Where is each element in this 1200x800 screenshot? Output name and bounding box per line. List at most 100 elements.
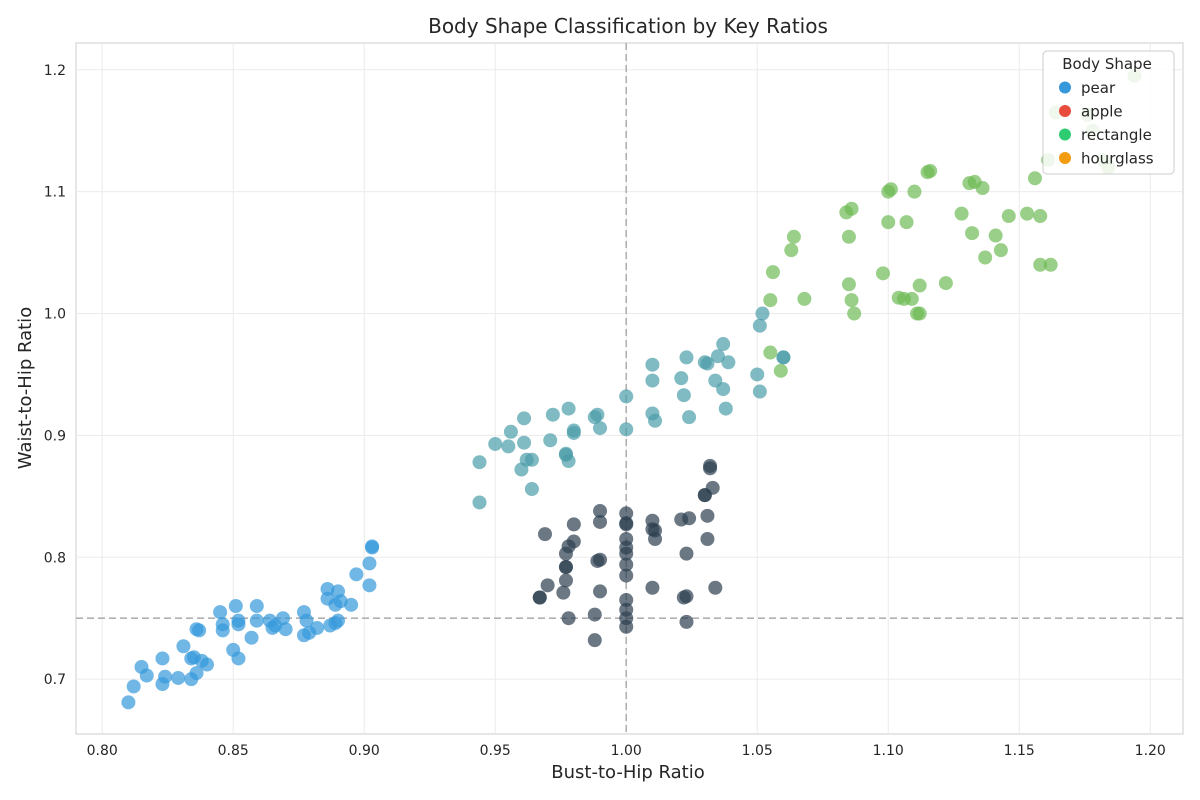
data-point xyxy=(619,422,634,437)
data-point xyxy=(228,599,243,614)
data-point xyxy=(566,423,581,438)
data-point xyxy=(755,306,770,321)
x-tick-label: 1.10 xyxy=(873,743,904,759)
data-point xyxy=(249,599,264,614)
legend-marker xyxy=(1059,128,1071,141)
data-point xyxy=(682,410,697,425)
data-point xyxy=(708,580,723,595)
data-point xyxy=(881,215,896,230)
legend: Body Shape pear apple rectangle hourglass xyxy=(1042,50,1175,175)
data-point xyxy=(899,215,914,230)
data-point xyxy=(700,356,715,371)
y-tick-label: 0.7 xyxy=(44,672,66,688)
data-point xyxy=(716,337,731,352)
data-point xyxy=(231,651,246,666)
data-point xyxy=(503,424,518,439)
x-tick-label: 1.20 xyxy=(1135,743,1166,759)
data-point xyxy=(619,389,634,404)
legend-entries: pear apple rectangle hourglass xyxy=(1059,79,1154,168)
data-point xyxy=(275,611,290,626)
data-point xyxy=(593,421,608,436)
data-point xyxy=(883,182,898,197)
data-points xyxy=(121,68,1142,710)
data-point xyxy=(718,401,733,416)
data-point xyxy=(587,633,602,648)
data-point xyxy=(593,584,608,599)
data-point xyxy=(703,458,718,473)
y-tick-label: 1.2 xyxy=(44,63,66,79)
legend-marker xyxy=(1059,152,1071,164)
data-point xyxy=(121,695,136,710)
x-tick-label: 1.00 xyxy=(611,743,642,759)
data-point xyxy=(299,613,314,628)
data-point xyxy=(710,349,725,364)
data-point xyxy=(676,388,691,403)
data-point xyxy=(784,243,799,258)
data-point xyxy=(923,163,938,178)
x-tick-label: 0.90 xyxy=(349,743,380,759)
data-point xyxy=(231,617,246,632)
data-point xyxy=(716,382,731,397)
data-point xyxy=(561,401,576,416)
legend-label: apple xyxy=(1081,103,1123,121)
data-point xyxy=(797,291,812,306)
data-point xyxy=(705,480,720,495)
data-point xyxy=(362,578,377,593)
data-point xyxy=(619,546,634,561)
data-point xyxy=(1001,209,1016,224)
legend-title: Body Shape xyxy=(1062,55,1152,73)
data-point xyxy=(645,357,660,372)
x-tick-label: 0.80 xyxy=(87,743,118,759)
data-point xyxy=(517,411,532,426)
data-point xyxy=(773,363,788,378)
data-point xyxy=(189,666,204,681)
data-point xyxy=(648,413,663,428)
data-point xyxy=(543,433,558,448)
data-point xyxy=(593,503,608,518)
data-point xyxy=(988,228,1003,243)
data-point xyxy=(993,243,1008,258)
data-point xyxy=(965,226,980,241)
data-point xyxy=(365,539,380,554)
y-tick-label: 1.1 xyxy=(44,185,66,201)
data-point xyxy=(750,367,765,382)
data-point xyxy=(587,607,602,622)
data-point xyxy=(524,482,539,497)
data-point xyxy=(540,578,555,593)
data-point xyxy=(912,278,927,293)
data-point xyxy=(126,679,141,694)
data-point xyxy=(648,523,663,538)
y-tick-label: 0.8 xyxy=(44,550,66,566)
data-point xyxy=(776,350,791,365)
data-point xyxy=(1033,257,1048,272)
data-point xyxy=(1027,171,1042,186)
data-point xyxy=(674,371,689,386)
data-point xyxy=(975,181,990,196)
data-point xyxy=(349,567,364,582)
data-point xyxy=(645,373,660,388)
data-point xyxy=(590,407,605,422)
data-point xyxy=(841,229,856,244)
data-point xyxy=(501,439,516,454)
y-ticks: 0.7 0.8 0.9 1.0 1.1 1.2 xyxy=(44,63,66,688)
data-point xyxy=(488,436,503,451)
data-point xyxy=(524,452,539,467)
data-point xyxy=(566,517,581,532)
data-point xyxy=(844,293,859,308)
data-point xyxy=(192,623,207,638)
data-point xyxy=(700,532,715,547)
x-tick-label: 1.15 xyxy=(1004,743,1035,759)
data-point xyxy=(213,605,228,620)
data-point xyxy=(561,454,576,469)
data-point xyxy=(645,580,660,595)
data-point xyxy=(558,560,573,575)
x-tick-label: 0.85 xyxy=(218,743,249,759)
y-tick-label: 0.9 xyxy=(44,428,66,444)
data-point xyxy=(320,581,335,596)
data-point xyxy=(556,585,571,600)
data-point xyxy=(679,614,694,629)
data-point xyxy=(472,495,487,510)
data-point xyxy=(786,229,801,244)
